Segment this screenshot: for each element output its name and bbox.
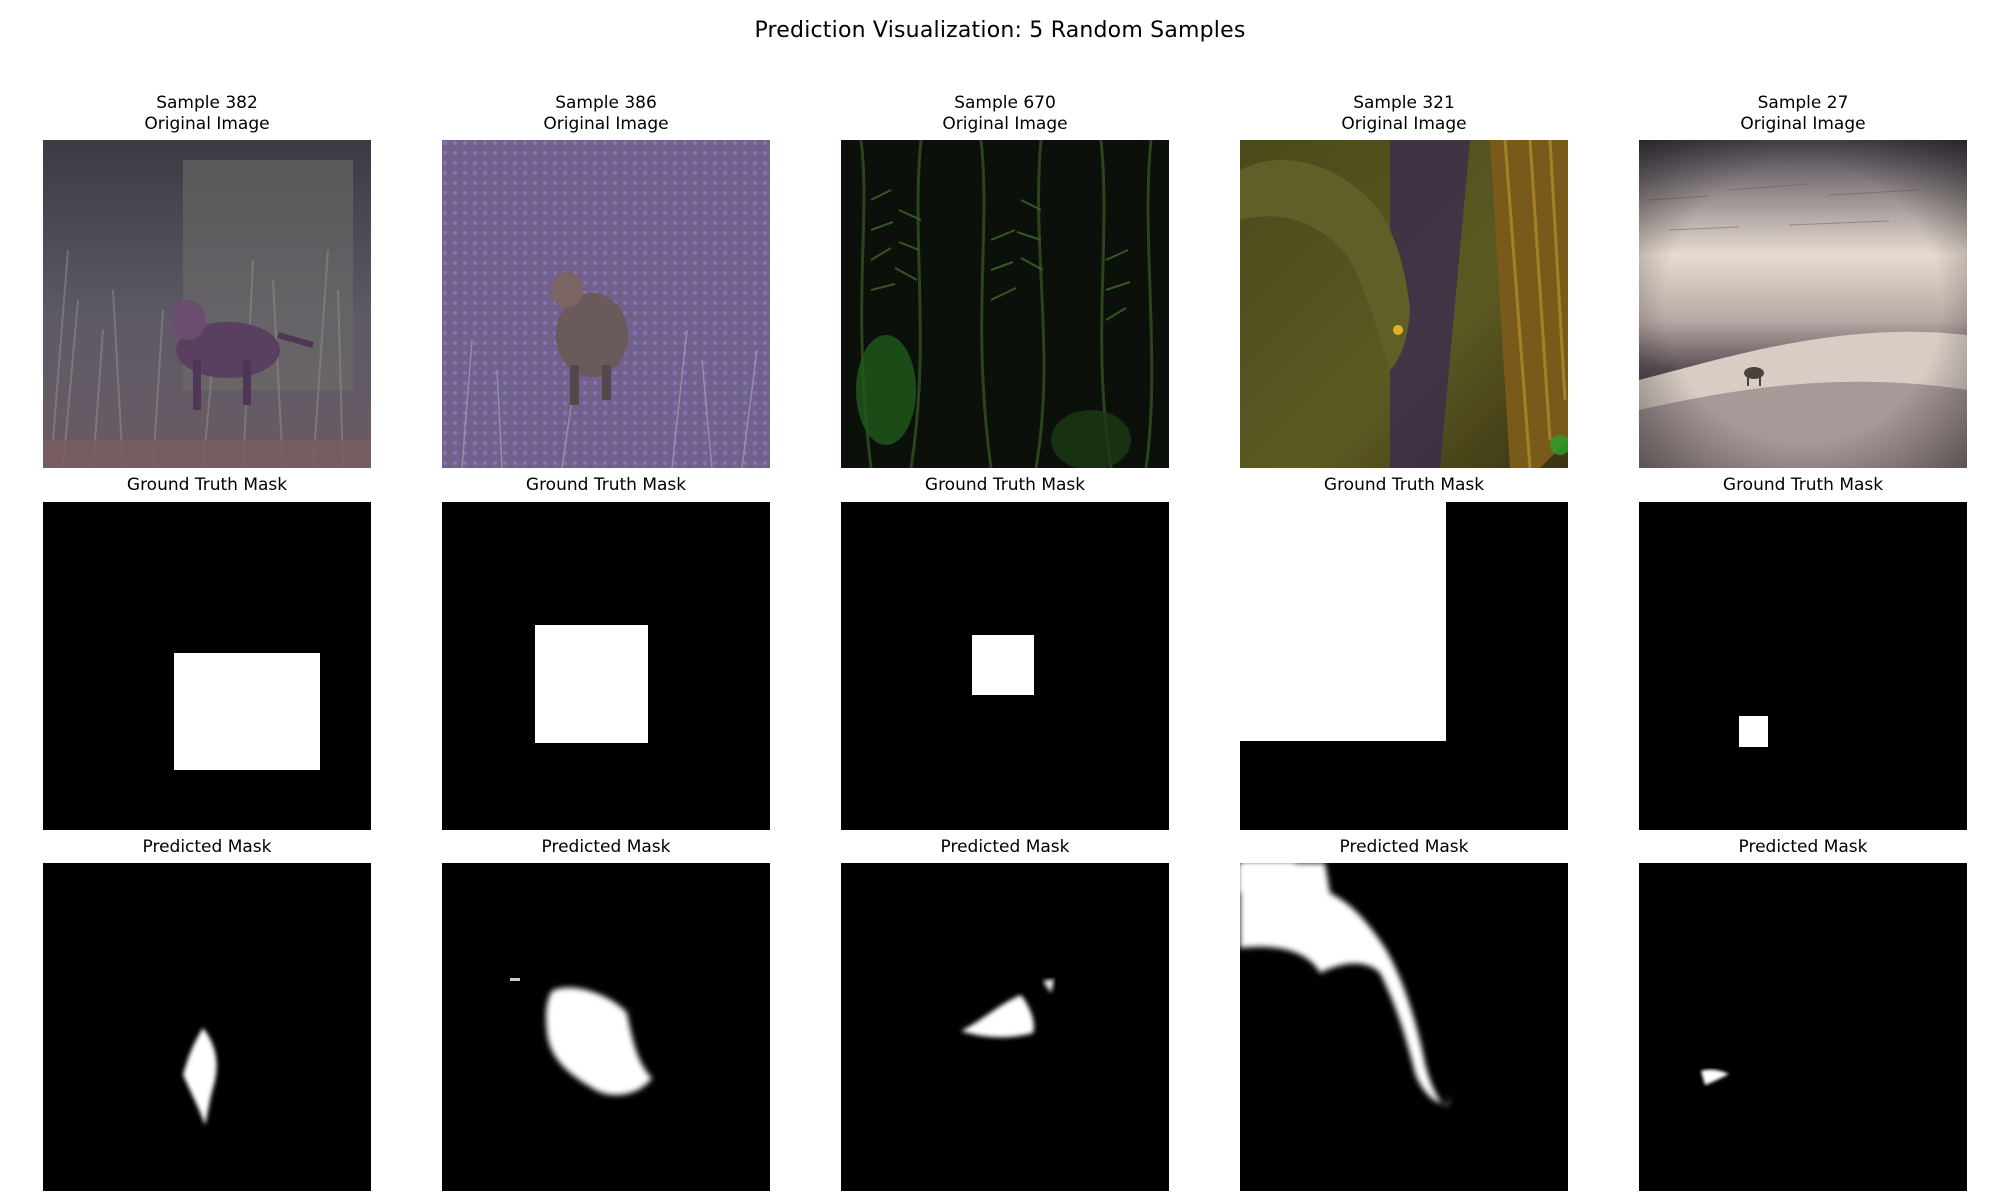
row-label-predicted: Predicted Mask (142, 837, 272, 857)
sample-title-5: Sample 27 Original Image (1639, 93, 1967, 135)
sample-title-2: Sample 386 Original Image (442, 93, 770, 135)
row-label-original: Original Image (144, 114, 270, 134)
gt-title-3: Ground Truth Mask (841, 475, 1169, 496)
row-label-predicted: Predicted Mask (541, 837, 671, 857)
original-image-4 (1240, 140, 1568, 468)
row-label-predicted: Predicted Mask (1738, 837, 1868, 857)
sample-label: Sample 382 (156, 93, 258, 113)
ground-truth-mask-2 (442, 502, 770, 830)
original-image-5 (1639, 140, 1967, 468)
pred-title-2: Predicted Mask (442, 837, 770, 858)
predicted-mask-4 (1240, 863, 1568, 1191)
predicted-mask-3 (841, 863, 1169, 1191)
predicted-mask-2 (442, 863, 770, 1191)
predicted-mask-5 (1639, 863, 1967, 1191)
gt-title-5: Ground Truth Mask (1639, 475, 1967, 496)
sample-label: Sample 27 (1757, 93, 1849, 113)
original-image-2 (442, 140, 770, 468)
row-label-predicted: Predicted Mask (940, 837, 1070, 857)
sample-title-3: Sample 670 Original Image (841, 93, 1169, 135)
sample-title-4: Sample 321 Original Image (1240, 93, 1568, 135)
pred-title-4: Predicted Mask (1240, 837, 1568, 858)
ground-truth-mask-4 (1240, 502, 1568, 830)
row-label-ground-truth: Ground Truth Mask (924, 475, 1086, 495)
predicted-mask-1 (43, 863, 371, 1191)
row-label-ground-truth: Ground Truth Mask (1722, 475, 1884, 495)
figure-title: Prediction Visualization: 5 Random Sampl… (754, 18, 1246, 43)
row-label-original: Original Image (1341, 114, 1467, 134)
row-label-ground-truth: Ground Truth Mask (1323, 475, 1485, 495)
ground-truth-mask-1 (43, 502, 371, 830)
gt-title-4: Ground Truth Mask (1240, 475, 1568, 496)
original-image-3 (841, 140, 1169, 468)
row-label-predicted: Predicted Mask (1339, 837, 1469, 857)
row-label-ground-truth: Ground Truth Mask (525, 475, 687, 495)
sample-title-1: Sample 382 Original Image (43, 93, 371, 135)
gt-title-2: Ground Truth Mask (442, 475, 770, 496)
row-label-original: Original Image (942, 114, 1068, 134)
sample-label: Sample 386 (555, 93, 657, 113)
sample-label: Sample 321 (1353, 93, 1455, 113)
row-label-original: Original Image (1740, 114, 1866, 134)
ground-truth-mask-3 (841, 502, 1169, 830)
pred-title-1: Predicted Mask (43, 837, 371, 858)
row-label-ground-truth: Ground Truth Mask (126, 475, 288, 495)
row-label-original: Original Image (543, 114, 669, 134)
original-image-1 (43, 140, 371, 468)
pred-title-5: Predicted Mask (1639, 837, 1967, 858)
sample-label: Sample 670 (954, 93, 1056, 113)
ground-truth-mask-5 (1639, 502, 1967, 830)
pred-title-3: Predicted Mask (841, 837, 1169, 858)
gt-title-1: Ground Truth Mask (43, 475, 371, 496)
